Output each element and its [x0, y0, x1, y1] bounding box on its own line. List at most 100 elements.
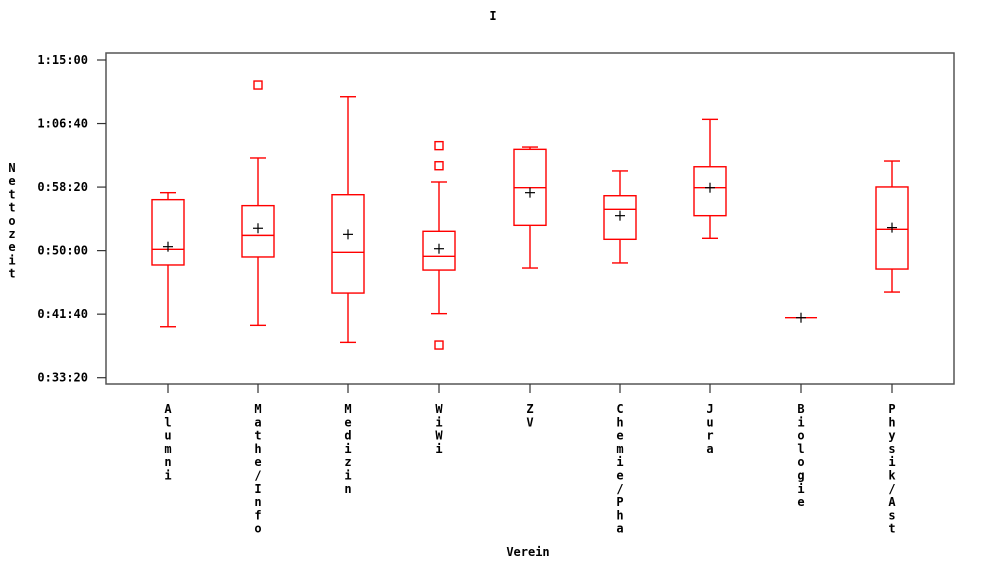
x-tick-label-char: i	[797, 482, 804, 496]
plot-frame	[105, 52, 955, 385]
x-tick-label-char: h	[616, 508, 623, 522]
iqr-box	[603, 195, 637, 241]
x-tick-label-char: e	[797, 495, 804, 509]
x-tick-label-char: e	[616, 429, 623, 443]
x-tick-label-char: e	[616, 469, 623, 483]
x-tick-label-char: i	[344, 442, 351, 456]
x-tick-label-char: k	[888, 469, 896, 483]
y-tick-label: 0:33:20	[37, 371, 88, 385]
box-wiwi	[422, 140, 456, 350]
x-tick-label-char: /	[888, 482, 895, 496]
x-tick-label-char: z	[344, 455, 351, 469]
x-tick-label-char: i	[344, 469, 351, 483]
y-axis-label-char: e	[8, 240, 15, 254]
y-tick-label: 1:06:40	[37, 117, 88, 131]
x-tick-label-char: i	[435, 442, 442, 456]
x-tick-label-char: V	[526, 415, 533, 429]
y-axis: 0:33:20 0:41:40 0:50:00 0:58:20 1:06:40 1:15:…	[37, 53, 106, 385]
x-tick-label-char: l	[164, 415, 171, 429]
iqr-box	[331, 194, 365, 294]
x-tick-label-char: m	[164, 442, 171, 456]
outlier-point	[434, 161, 444, 171]
x-tick-label-char: C	[616, 402, 623, 416]
x-tick-label-char: h	[254, 442, 261, 456]
box-chemie-pha	[603, 170, 637, 264]
box-medizin	[331, 96, 365, 344]
x-tick-label-char: o	[797, 429, 804, 443]
y-axis-label-char: e	[8, 174, 15, 188]
y-axis-label-char: z	[8, 227, 15, 241]
iqr-box	[151, 198, 185, 266]
x-tick-label-char: h	[616, 415, 623, 429]
y-axis-label-char: N	[8, 161, 15, 175]
x-tick-label-char: W	[435, 429, 443, 443]
x-tick-label-char: i	[435, 415, 442, 429]
boxes	[151, 80, 909, 350]
x-axis-label: Verein	[506, 545, 549, 559]
outlier-point	[434, 340, 444, 350]
x-tick-label-char: A	[888, 495, 896, 509]
x-tick-label-char: /	[254, 469, 261, 483]
x-tick-label-char: g	[797, 469, 804, 483]
x-tick-label-char: h	[888, 415, 895, 429]
x-tick-label-char: i	[616, 455, 623, 469]
x-tick-label-char: n	[344, 482, 351, 496]
x-tick-label-char: m	[616, 442, 623, 456]
box-alumni	[151, 191, 185, 328]
y-axis-label-char: o	[8, 214, 15, 228]
y-axis-label-char: t	[8, 267, 15, 281]
x-tick-label-char: s	[888, 508, 895, 522]
x-tick-label-char: M	[344, 402, 351, 416]
chart-title: I	[489, 9, 496, 23]
x-tick-label-char: I	[254, 482, 261, 496]
x-axis: AlumniMathe/InfoMedizinWiWiZVChemie/PhaJ…	[164, 384, 896, 536]
y-tick-label: 0:41:40	[37, 307, 88, 321]
x-tick-label-char: y	[888, 429, 895, 443]
y-tick-label: 0:50:00	[37, 244, 88, 258]
x-tick-label-char: o	[797, 455, 804, 469]
box-jura	[693, 118, 727, 239]
x-tick-label-char: t	[254, 429, 261, 443]
y-tick-label: 1:15:00	[37, 53, 88, 67]
iqr-box	[241, 204, 275, 258]
x-tick-label-char: /	[616, 482, 623, 496]
x-tick-label-char: f	[254, 508, 261, 522]
x-tick-label-char: a	[254, 415, 261, 429]
x-tick-label-char: i	[797, 415, 804, 429]
x-tick-label-char: n	[164, 455, 171, 469]
x-tick-label-char: J	[706, 402, 713, 416]
iqr-box	[875, 186, 909, 270]
x-tick-label-char: B	[797, 402, 804, 416]
y-axis-label-char: t	[8, 201, 15, 215]
y-tick-label: 0:58:20	[37, 180, 88, 194]
x-tick-label-char: u	[164, 429, 171, 443]
box-physik-ast	[875, 160, 909, 293]
x-tick-label-char: a	[706, 442, 713, 456]
x-tick-label-char: i	[164, 469, 171, 483]
x-tick-label-char: a	[616, 522, 623, 536]
x-tick-label-char: M	[254, 402, 261, 416]
x-tick-label-char: e	[254, 455, 261, 469]
box-biologie	[785, 312, 817, 323]
x-tick-label-char: o	[254, 522, 261, 536]
x-tick-label-char: t	[888, 522, 895, 536]
box-mathe-info	[241, 80, 275, 327]
box-zv	[513, 146, 547, 269]
iqr-box	[422, 230, 456, 271]
x-tick-label-char: P	[616, 495, 623, 509]
x-tick-label-char: l	[797, 442, 804, 456]
x-tick-label-char: W	[435, 402, 443, 416]
outlier-point	[253, 80, 263, 90]
x-tick-label-char: i	[888, 455, 895, 469]
x-tick-label-char: d	[344, 429, 351, 443]
